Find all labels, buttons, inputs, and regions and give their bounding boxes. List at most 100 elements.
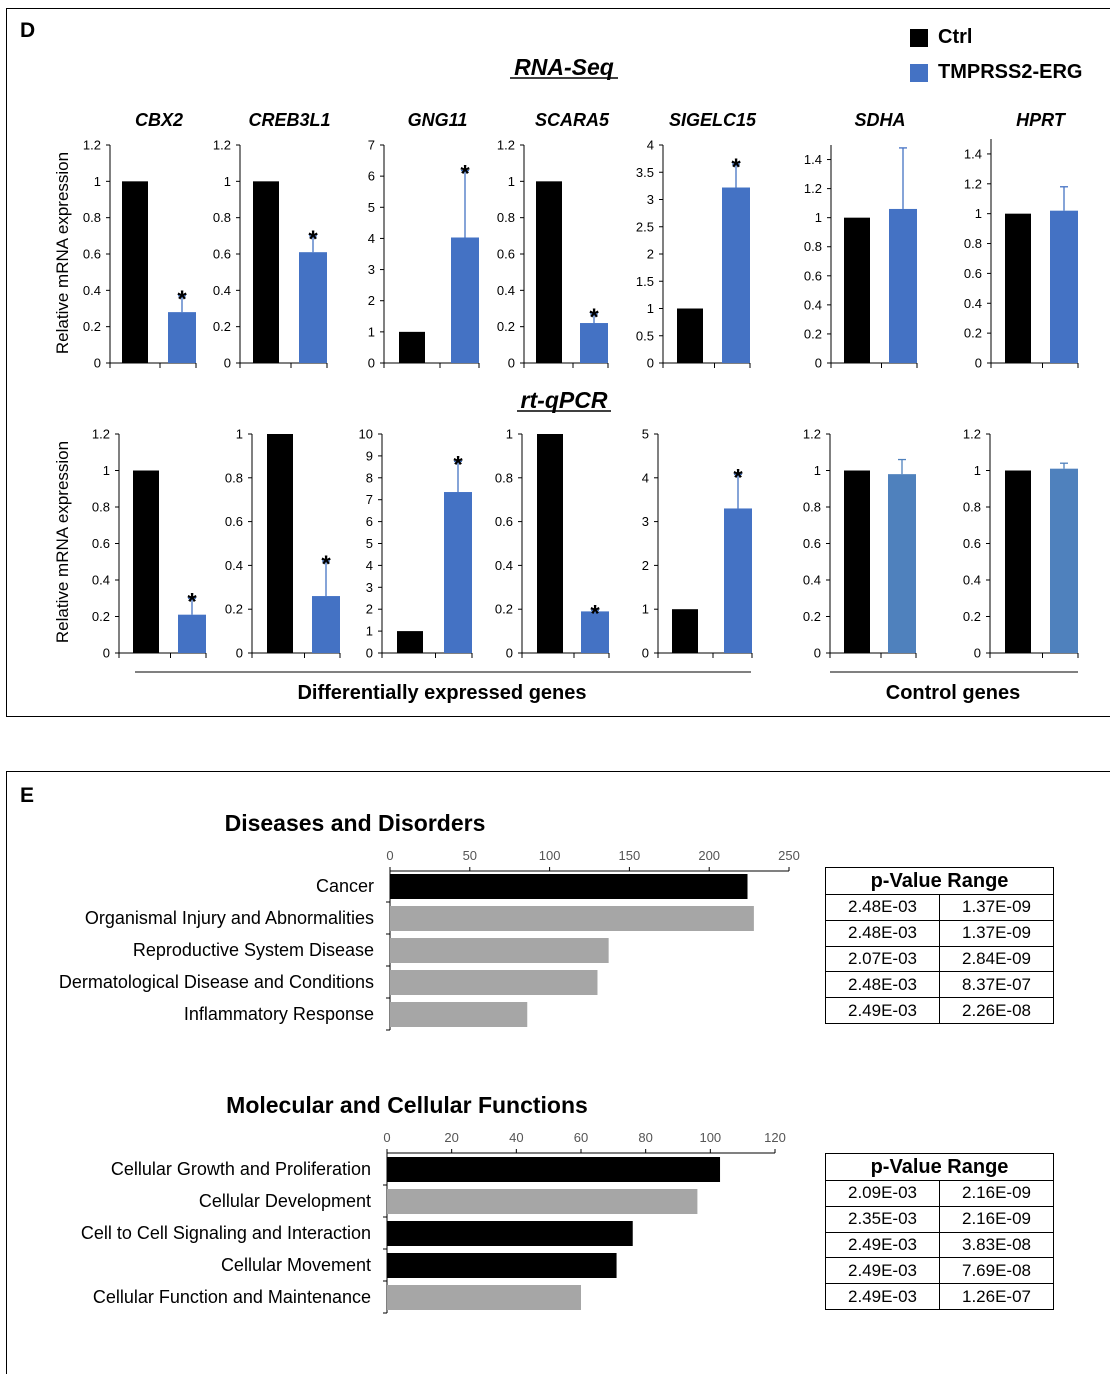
gene-title: CREB3L1 [248, 110, 330, 130]
y-tick-label: 4 [366, 558, 373, 573]
y-tick-label: 0 [974, 646, 981, 661]
y-tick-label: 1.2 [804, 181, 822, 196]
y-tick-label: 0.2 [92, 609, 110, 624]
table-row: 2.07E-03 2.84E-09 [825, 945, 1054, 973]
y-tick-label: 1 [366, 624, 373, 639]
y-tick-label: 1 [236, 427, 243, 442]
gene-title: SIGELC15 [669, 110, 757, 130]
y-tick-label: 0 [103, 646, 110, 661]
y-tick-label: 0.6 [804, 268, 822, 283]
y-tick-label: 0.2 [497, 319, 515, 334]
table-header: p-Value Range [825, 1153, 1054, 1181]
bar-chart-3: 0 0.2 0.4 0.6 0.8 1 1.2 * SCARA5 [497, 110, 610, 371]
y-tick-label: 6 [368, 169, 375, 184]
bar-ctrl [267, 434, 293, 653]
hbar [387, 1253, 617, 1278]
bar-chart-5: 0 0.2 0.4 0.6 0.8 1 1.2 1.4 SDHA [804, 110, 918, 371]
hbar-category-label: Cancer [316, 876, 374, 896]
y-tick-label: 1 [815, 210, 822, 225]
y-tick-label: 0.4 [804, 297, 822, 312]
hbar [390, 1002, 528, 1027]
table-row: 2.49E-03 7.69E-08 [825, 1257, 1054, 1285]
y-tick-label: 1.2 [964, 176, 982, 191]
y-tick-label: 0 [506, 646, 513, 661]
y-tick-label: 0.6 [83, 247, 101, 262]
y-tick-label: 0.2 [963, 609, 981, 624]
hbar [390, 874, 748, 899]
p-value-min-cell: 7.69E-08 [939, 1257, 1054, 1285]
bar-ctrl [1005, 470, 1031, 653]
y-tick-label: 0.6 [497, 247, 515, 262]
y-tick-label: 0 [975, 356, 982, 371]
x-tick-label: 20 [444, 1130, 458, 1145]
panel-d-letter: D [20, 19, 36, 42]
y-tick-label: 0.4 [213, 283, 231, 298]
table-row: 2.48E-03 8.37E-07 [825, 971, 1054, 999]
hbar [387, 1157, 721, 1182]
y-tick-label: 1 [94, 174, 101, 189]
p-value-max-cell: 2.48E-03 [825, 894, 940, 921]
hbar-category-label: Inflammatory Response [184, 1004, 374, 1024]
y-tick-label: 0.4 [225, 558, 243, 573]
y-tick-label: 0.4 [963, 573, 981, 588]
y-tick-label: 5 [368, 200, 375, 215]
group-label-de: Differentially expressed genes [297, 682, 586, 704]
y-tick-label: 0.8 [963, 500, 981, 515]
bar-chart-13: 0 0.2 0.4 0.6 0.8 1 1.2 [963, 427, 1079, 661]
y-tick-label: 0.4 [83, 283, 101, 298]
table-row: 2.49E-03 3.83E-08 [825, 1231, 1054, 1259]
bar-chart-8: 0 0.2 0.4 0.6 0.8 1 * [225, 427, 341, 661]
legend-erg-swatch [910, 63, 928, 82]
y-tick-label: 0.8 [803, 500, 821, 515]
legend-ctrl: Ctrl [910, 26, 972, 49]
y-tick-label: 0.6 [964, 266, 982, 281]
y-tick-label: 1.2 [92, 427, 110, 442]
y-tick-label: 0.8 [495, 470, 513, 485]
significance-star: * [187, 588, 197, 615]
bar-erg [1050, 468, 1078, 653]
x-tick-label: 80 [638, 1130, 652, 1145]
p-value-max-cell: 2.49E-03 [825, 997, 940, 1024]
y-tick-label: 0 [508, 356, 515, 371]
bar-erg [724, 508, 752, 653]
bar-erg [722, 187, 750, 363]
gene-title: CBX2 [135, 110, 183, 130]
x-tick-label: 200 [698, 848, 720, 863]
bar-chart-10: 0 0.2 0.4 0.6 0.8 1 * [495, 427, 610, 661]
hbar-category-label: Organismal Injury and Abnormalities [85, 908, 374, 928]
y-tick-label: 0.2 [225, 602, 243, 617]
y-tick-label: 0.4 [803, 573, 821, 588]
p-value-min-cell: 3.83E-08 [939, 1231, 1054, 1259]
bar-chart-1: 0 0.2 0.4 0.6 0.8 1 1.2 * CREB3L1 [213, 110, 331, 371]
y-tick-label: 3 [642, 514, 649, 529]
panel-d [6, 8, 1110, 717]
bar-ctrl [844, 470, 870, 653]
y-tick-label: 0.8 [804, 239, 822, 254]
y-tick-label: 4 [647, 138, 654, 153]
panel-e-letter: E [20, 784, 35, 807]
bar-erg [444, 492, 472, 653]
bar-chart-11: 0 1 2 3 4 5 * [642, 427, 753, 661]
bar-erg [580, 323, 608, 363]
hbar-category-label: Cellular Development [199, 1191, 371, 1211]
x-tick-label: 150 [619, 848, 641, 863]
p-value-table-molecular: p-Value Range 2.09E-03 2.16E-09 2.35E-03 2.1… [825, 1153, 1054, 1310]
bar-erg [168, 312, 196, 363]
significance-star: * [453, 451, 463, 478]
table-row: 2.49E-03 2.26E-08 [825, 997, 1054, 1024]
y-tick-label: 3 [366, 580, 373, 595]
bar-ctrl [672, 609, 698, 653]
hbar-category-label: Dermatological Disease and Conditions [59, 972, 374, 992]
row-title-qpcr: rt-qPCR [521, 387, 608, 413]
significance-star: * [590, 600, 600, 627]
y-tick-label: 3 [368, 262, 375, 277]
y-tick-label: 1.2 [963, 427, 981, 442]
hbar [390, 970, 598, 995]
y-axis-label-qpcr: Relative mRNA expression [53, 441, 72, 643]
p-value-table-diseases: p-Value Range 2.48E-03 1.37E-09 2.48E-03 1.3… [825, 867, 1054, 1024]
y-tick-label: 4 [642, 470, 649, 485]
x-tick-label: 60 [574, 1130, 588, 1145]
bar-chart-6: 0 0.2 0.4 0.6 0.8 1 1.2 1.4 HPRT [964, 110, 1079, 371]
y-tick-label: 6 [366, 514, 373, 529]
hbar-category-label: Reproductive System Disease [133, 940, 374, 960]
